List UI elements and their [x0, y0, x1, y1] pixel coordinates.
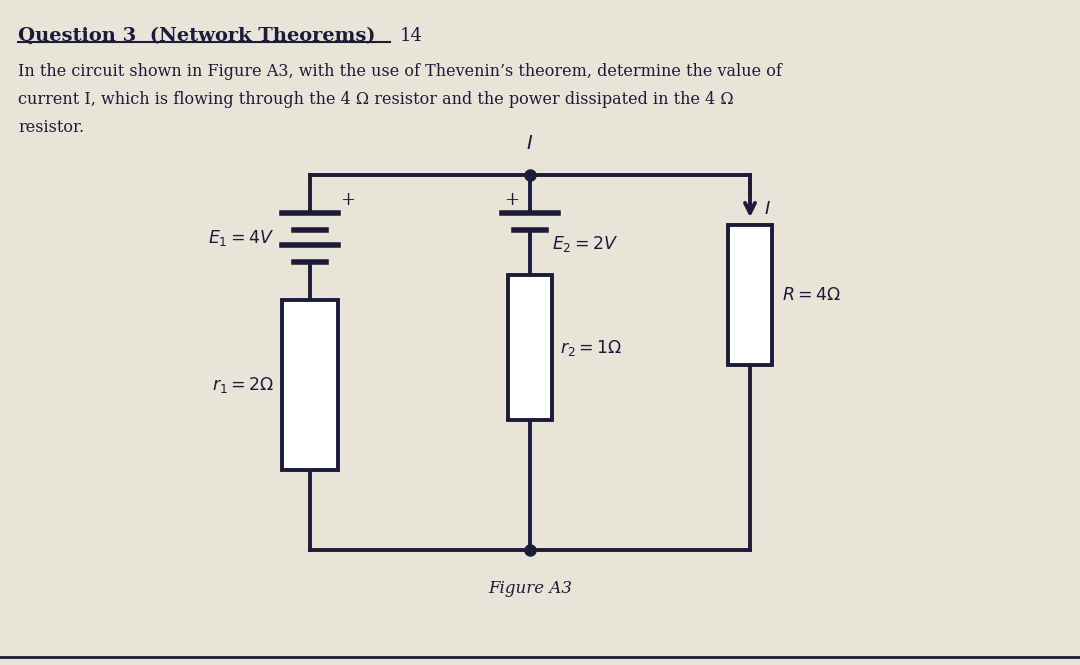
Bar [282, 300, 338, 470]
Text: Figure A3: Figure A3 [488, 580, 572, 597]
Text: 14: 14 [400, 27, 423, 45]
Text: current I, which is flowing through the 4 Ω resistor and the power dissipated in: current I, which is flowing through the … [18, 91, 733, 108]
Text: +: + [504, 191, 519, 209]
Text: $E_2 = 2V$: $E_2 = 2V$ [552, 234, 619, 254]
Text: $R = 4\Omega$: $R = 4\Omega$ [782, 287, 841, 303]
Bar [728, 225, 772, 365]
Text: $E_1 = 4V$: $E_1 = 4V$ [207, 228, 274, 248]
Text: +: + [340, 191, 355, 209]
Text: $I$: $I$ [764, 200, 771, 218]
Text: $I$: $I$ [526, 135, 534, 153]
Text: $r_1 = 2\Omega$: $r_1 = 2\Omega$ [212, 375, 274, 395]
Text: resistor.: resistor. [18, 119, 84, 136]
Text: Question 3  (Network Theorems): Question 3 (Network Theorems) [18, 27, 376, 45]
Text: In the circuit shown in Figure A3, with the use of Thevenin’s theorem, determine: In the circuit shown in Figure A3, with … [18, 63, 782, 80]
Text: $r_2 = 1\Omega$: $r_2 = 1\Omega$ [561, 338, 622, 358]
Bar [508, 275, 552, 420]
